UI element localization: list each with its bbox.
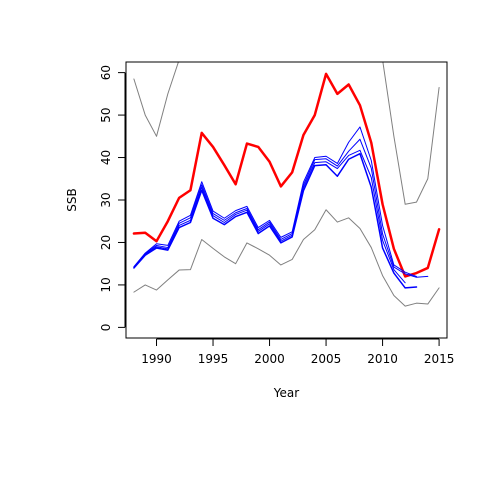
y-tick-label: 60 bbox=[99, 65, 113, 80]
series-line-retro-3 bbox=[133, 149, 406, 284]
y-tick-label: 20 bbox=[99, 235, 113, 250]
x-tick-label: 2000 bbox=[254, 352, 285, 366]
plot-frame bbox=[125, 61, 448, 339]
x-axis: 1990 1995 2000 2005 2010 2015 bbox=[141, 338, 455, 366]
x-tick-label: 2015 bbox=[424, 352, 455, 366]
series-line-retro-4 bbox=[133, 152, 418, 289]
y-tick-label: 50 bbox=[99, 107, 113, 122]
x-tick-label: 2010 bbox=[367, 352, 398, 366]
x-tick-label: 1995 bbox=[198, 352, 229, 366]
y-tick-label: 30 bbox=[99, 192, 113, 207]
x-tick-label: 2005 bbox=[311, 352, 342, 366]
y-axis-title: SSB bbox=[65, 188, 79, 211]
y-tick-label: 10 bbox=[99, 277, 113, 292]
series-line-retro-2 bbox=[133, 138, 429, 278]
series-line-estimate bbox=[132, 72, 441, 278]
x-axis-title: Year bbox=[273, 386, 299, 400]
series-line-upper-bound bbox=[133, 62, 440, 205]
y-axis: 0 10 20 30 40 50 60 bbox=[99, 65, 126, 332]
series-line-retro-1 bbox=[133, 126, 417, 277]
x-tick-label: 1990 bbox=[141, 352, 172, 366]
series-layer bbox=[132, 62, 441, 307]
series-line-lower-bound bbox=[133, 209, 440, 307]
y-tick-label: 0 bbox=[99, 324, 113, 332]
y-tick-label: 40 bbox=[99, 150, 113, 165]
